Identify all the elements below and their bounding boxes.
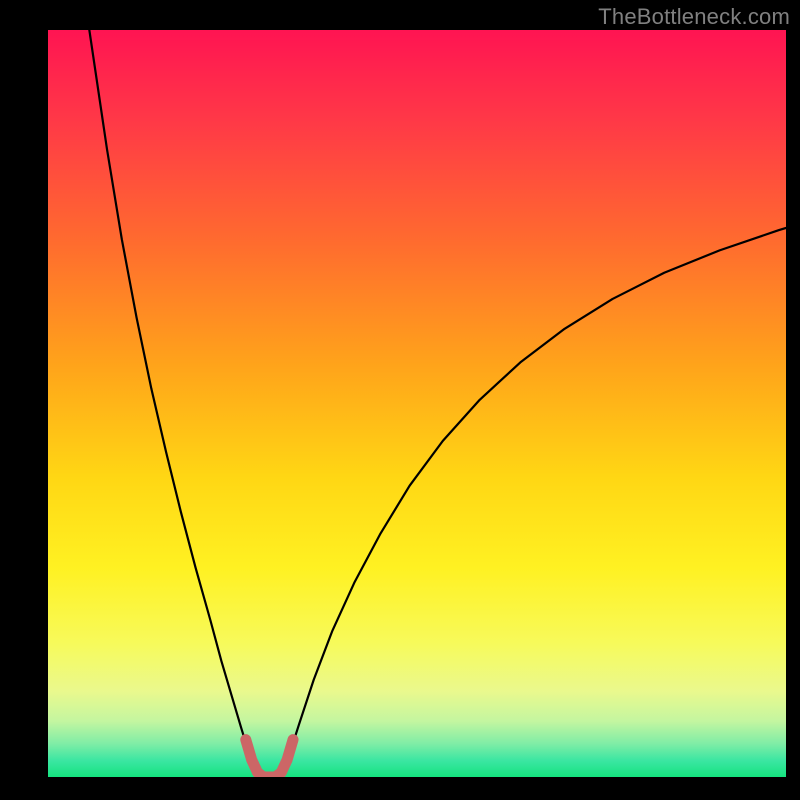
chart-frame: TheBottleneck.com (0, 0, 800, 800)
chart-plot-area (48, 30, 786, 777)
chart-svg (48, 30, 786, 777)
gradient-background (48, 30, 786, 777)
watermark-text: TheBottleneck.com (598, 4, 790, 30)
